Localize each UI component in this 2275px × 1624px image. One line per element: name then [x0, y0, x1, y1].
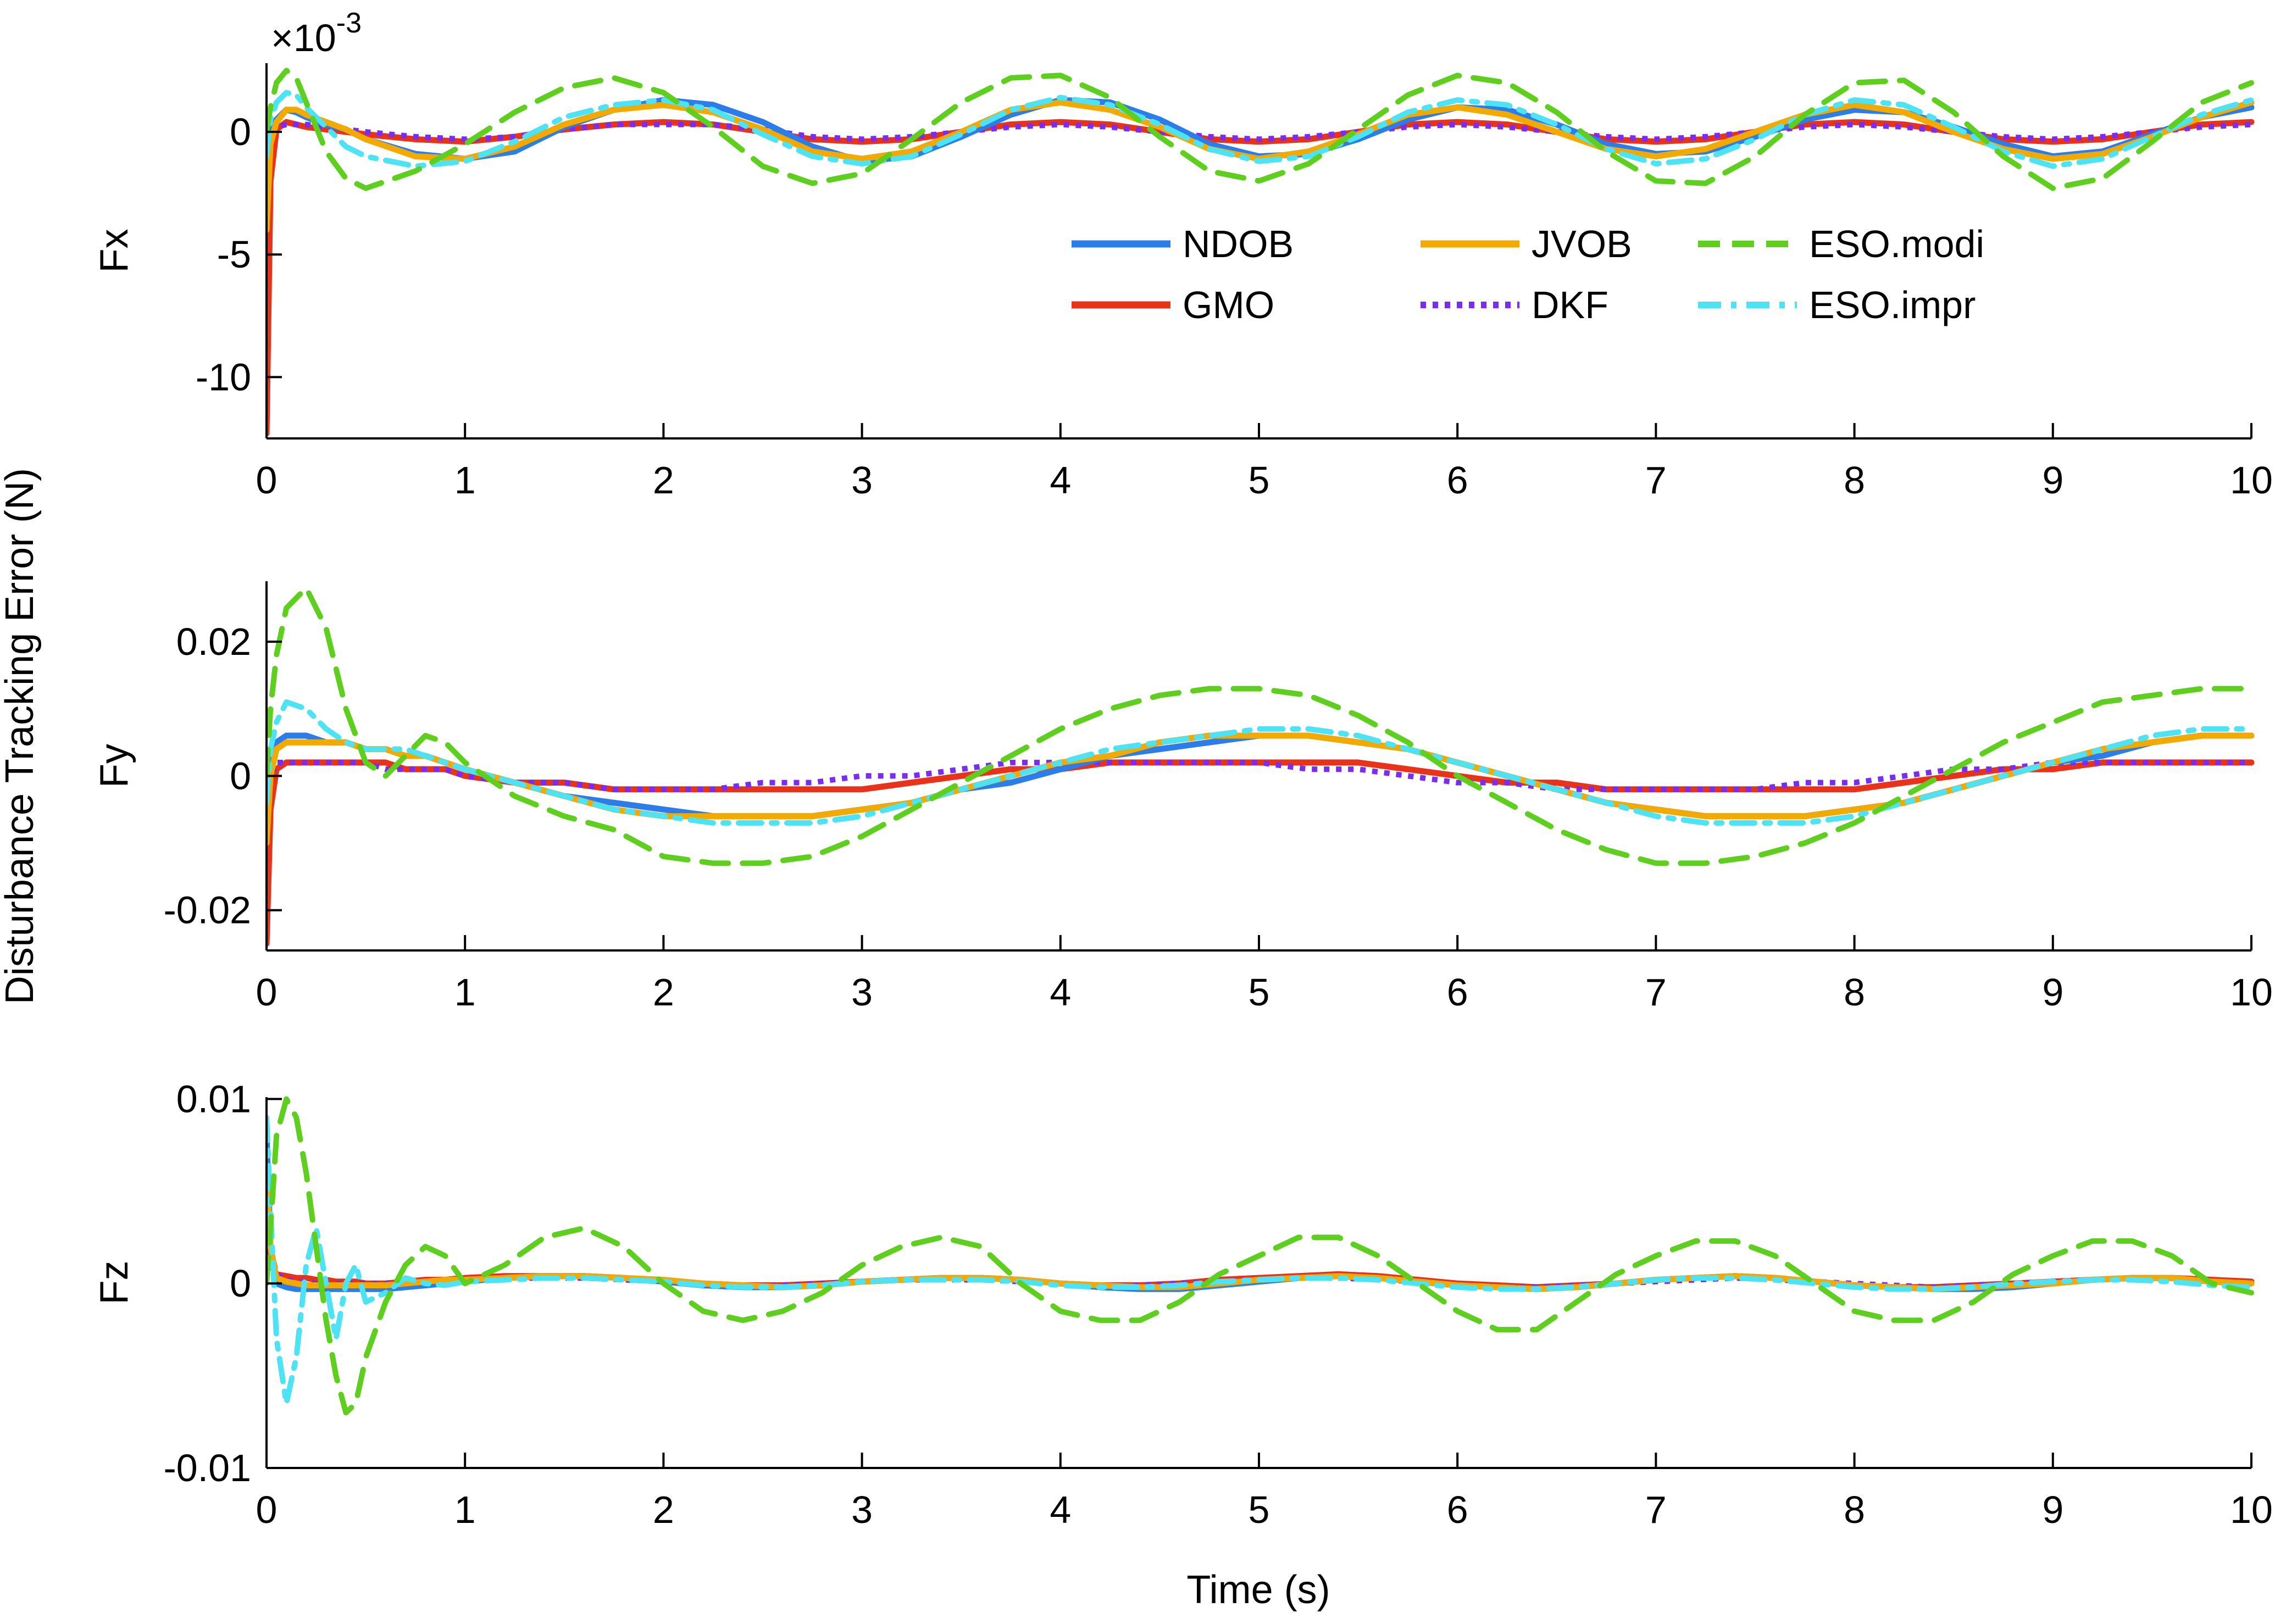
x-tick-label: 4 [1050, 971, 1071, 1014]
x-tick-label: 8 [1844, 459, 1865, 502]
x-tick-label: 9 [2042, 971, 2063, 1014]
series-group [267, 585, 2255, 947]
x-tick-label: 0 [256, 459, 278, 502]
legend-item-eso-modi: ESO.modi [1698, 223, 1984, 265]
panel-ylabel: Fx [92, 229, 136, 273]
x-tick-label: 9 [2042, 459, 2063, 502]
x-tick-label: 3 [851, 459, 873, 502]
x-tick-label: 5 [1249, 459, 1270, 502]
x-tick-label: 2 [653, 971, 674, 1014]
x-tick-label: 2 [653, 1488, 674, 1531]
series-group [267, 68, 2255, 437]
series-line-ndob [267, 1133, 2255, 1292]
panel-fx: 0 1 2 3 4 5 6 7 8 9 10 -10 -5 0 Fx ×10-3 [92, 7, 2273, 502]
x-tick-label: 1 [454, 1488, 476, 1531]
x-tick-label: 0 [256, 971, 278, 1014]
x-tick-label: 9 [2042, 1488, 2063, 1531]
figure-xlabel: Time (s) [1186, 1568, 1330, 1612]
x-tick-label: 1 [454, 971, 476, 1014]
x-tick-label: 1 [454, 459, 476, 502]
y-tick-label: 0.01 [176, 1077, 251, 1120]
x-tick-label: 6 [1447, 971, 1468, 1014]
legend-label: ESO.modi [1809, 223, 1984, 265]
x-tick-label: 3 [851, 1488, 873, 1531]
x-tick-label: 0 [256, 1488, 278, 1531]
x-tick-label: 4 [1050, 1488, 1071, 1531]
x-tick-label: 10 [2230, 459, 2273, 502]
figure-ylabel: Disturbance Tracking Error (N) [0, 468, 42, 1004]
legend-label: DKF [1532, 283, 1608, 326]
x-tick-label: 10 [2230, 1488, 2273, 1531]
x-tick-label: 3 [851, 971, 873, 1014]
x-tick-label: 2 [653, 459, 674, 502]
x-tick-label: 7 [1645, 459, 1667, 502]
legend-label: NDOB [1183, 223, 1294, 265]
panel-ylabel: Fz [92, 1261, 136, 1305]
x-tick-label: 4 [1050, 459, 1071, 502]
series-line-eso-impr [267, 699, 2254, 826]
axis-multiplier-exponent: -3 [336, 7, 362, 39]
x-tick-label: 7 [1645, 1488, 1667, 1531]
series-line-eso-modi [267, 1096, 2254, 1416]
x-tick-label: 8 [1844, 971, 1865, 1014]
y-tick-label: 0 [230, 1262, 251, 1305]
legend-item-ndob: NDOB [1072, 223, 1294, 265]
legend-label: JVOB [1532, 223, 1632, 265]
series-line-gmo [267, 119, 2255, 437]
series-line-jvob [267, 99, 2255, 233]
series-line-dkf [267, 1191, 2252, 1290]
y-tick-label: -0.02 [163, 889, 251, 932]
y-tick-label: -10 [196, 355, 251, 398]
axis-multiplier: ×10-3 [271, 7, 362, 59]
x-tick-label: 6 [1447, 1488, 1468, 1531]
series-line-eso-modi [267, 585, 2254, 866]
x-tick-label: 6 [1447, 459, 1468, 502]
series-group [267, 1096, 2255, 1416]
x-tick-label: 7 [1645, 971, 1667, 1014]
y-tick-label: 0 [230, 110, 251, 153]
y-tick-label: -5 [217, 233, 251, 276]
legend: NDOB JVOB ESO.modi GMO DKF ESO.impr [1072, 223, 1984, 326]
legend-label: ESO.impr [1809, 283, 1976, 326]
legend-item-eso-impr: ESO.impr [1698, 283, 1976, 326]
y-tick-label: 0 [230, 754, 251, 797]
x-tick-label: 5 [1249, 1488, 1270, 1531]
x-tick-label: 8 [1844, 1488, 1865, 1531]
y-tick-label: -0.01 [163, 1447, 251, 1489]
series-line-eso-impr [267, 1114, 2254, 1406]
series-line-eso-impr [267, 90, 2254, 169]
x-tick-label: 5 [1249, 971, 1270, 1014]
y-tick-label: 0.02 [176, 620, 251, 663]
x-tick-label: 10 [2230, 971, 2273, 1014]
legend-item-dkf: DKF [1421, 283, 1608, 326]
series-line-eso-modi [267, 68, 2254, 191]
legend-item-gmo: GMO [1072, 283, 1274, 326]
legend-item-jvob: JVOB [1421, 223, 1632, 265]
legend-label: GMO [1183, 283, 1274, 326]
panel-ylabel: Fy [92, 744, 136, 788]
